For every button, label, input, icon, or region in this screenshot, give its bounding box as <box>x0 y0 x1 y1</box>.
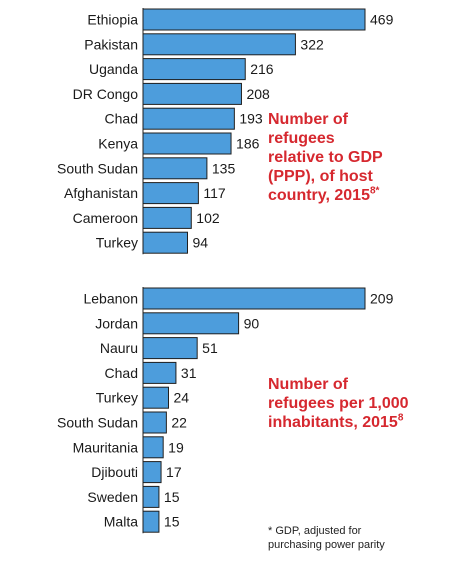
category-label: Pakistan <box>84 36 138 52</box>
category-label: South Sudan <box>57 415 138 431</box>
value-label: 17 <box>166 464 182 480</box>
value-label: 31 <box>181 365 197 381</box>
value-label: 216 <box>250 61 274 77</box>
footnote: * GDP, adjusted for purchasing power par… <box>268 524 385 552</box>
category-label: Djibouti <box>91 464 138 480</box>
category-label: South Sudan <box>57 160 138 176</box>
title-line: refugees per 1,000 <box>268 395 409 412</box>
category-label: Turkey <box>96 235 138 251</box>
category-label: Kenya <box>98 136 138 152</box>
value-label: 322 <box>300 36 324 52</box>
chart-refugees-relative-to-gdp: Ethiopia 469 Pakistan 322 Uganda 216 DR Congo 2… <box>57 8 394 255</box>
bar <box>142 312 240 335</box>
category-label: DR Congo <box>73 86 139 102</box>
value-label: 209 <box>370 291 394 307</box>
value-label: 208 <box>246 86 270 102</box>
title-line: Number of <box>268 376 348 393</box>
bar <box>142 231 188 254</box>
bar <box>142 157 208 180</box>
bar <box>142 206 192 229</box>
value-label: 19 <box>168 439 184 455</box>
category-label: Turkey <box>96 390 138 406</box>
title-superscript: 8* <box>369 185 380 197</box>
value-label: 102 <box>196 210 220 226</box>
value-label: 24 <box>173 390 189 406</box>
chart-title-per-1000: Number of refugees per 1,000 inhabitants… <box>268 375 409 432</box>
category-label: Uganda <box>89 61 138 77</box>
bar <box>142 33 296 56</box>
value-label: 117 <box>203 185 226 201</box>
bar <box>142 287 366 310</box>
title-line: Number of <box>268 111 348 128</box>
title-line: relative to GDP <box>268 149 383 166</box>
category-label: Mauritania <box>73 439 139 455</box>
bar <box>142 386 169 409</box>
category-label: Afghanistan <box>64 185 138 201</box>
category-label: Nauru <box>100 340 138 356</box>
category-label: Jordan <box>95 315 138 331</box>
bar <box>142 461 162 484</box>
category-label: Sweden <box>87 489 138 505</box>
chart-refugees-per-1000: Lebanon 209 Jordan 90 Nauru 51 Chad 31 Turkey 24 S… <box>57 287 394 534</box>
footnote-line: * GDP, adjusted for <box>268 525 362 537</box>
bar <box>142 182 199 205</box>
value-label: 15 <box>164 489 180 505</box>
value-label: 51 <box>202 340 218 356</box>
value-label: 469 <box>370 12 394 28</box>
bar <box>142 82 242 105</box>
value-label: 186 <box>236 136 260 152</box>
title-line: country, 2015 <box>268 187 370 204</box>
bar <box>142 58 246 81</box>
value-label: 22 <box>171 415 187 431</box>
category-label: Chad <box>105 111 138 127</box>
title-line: inhabitants, 2015 <box>268 414 398 431</box>
bar <box>142 107 235 130</box>
footnote-line: purchasing power parity <box>268 539 385 551</box>
bar <box>142 132 232 155</box>
value-label: 135 <box>212 160 236 176</box>
title-superscript: 8 <box>397 412 404 424</box>
chart-title-gdp: Number of refugees relative to GDP (PPP)… <box>268 110 383 205</box>
value-label: 193 <box>239 111 263 127</box>
value-label: 94 <box>192 235 208 251</box>
bar <box>142 8 366 31</box>
title-line: refugees <box>268 130 335 147</box>
category-label: Lebanon <box>83 291 138 307</box>
value-label: 15 <box>164 514 180 530</box>
bar <box>142 485 160 508</box>
value-label: 90 <box>244 315 260 331</box>
category-label: Ethiopia <box>87 12 138 28</box>
bar <box>142 411 167 434</box>
bar <box>142 337 198 360</box>
category-label: Cameroon <box>73 210 138 226</box>
bar <box>142 436 164 459</box>
title-line: (PPP), of host <box>268 168 373 185</box>
category-label: Chad <box>105 365 138 381</box>
bar <box>142 361 177 384</box>
bar <box>142 510 160 533</box>
category-label: Malta <box>104 514 138 530</box>
